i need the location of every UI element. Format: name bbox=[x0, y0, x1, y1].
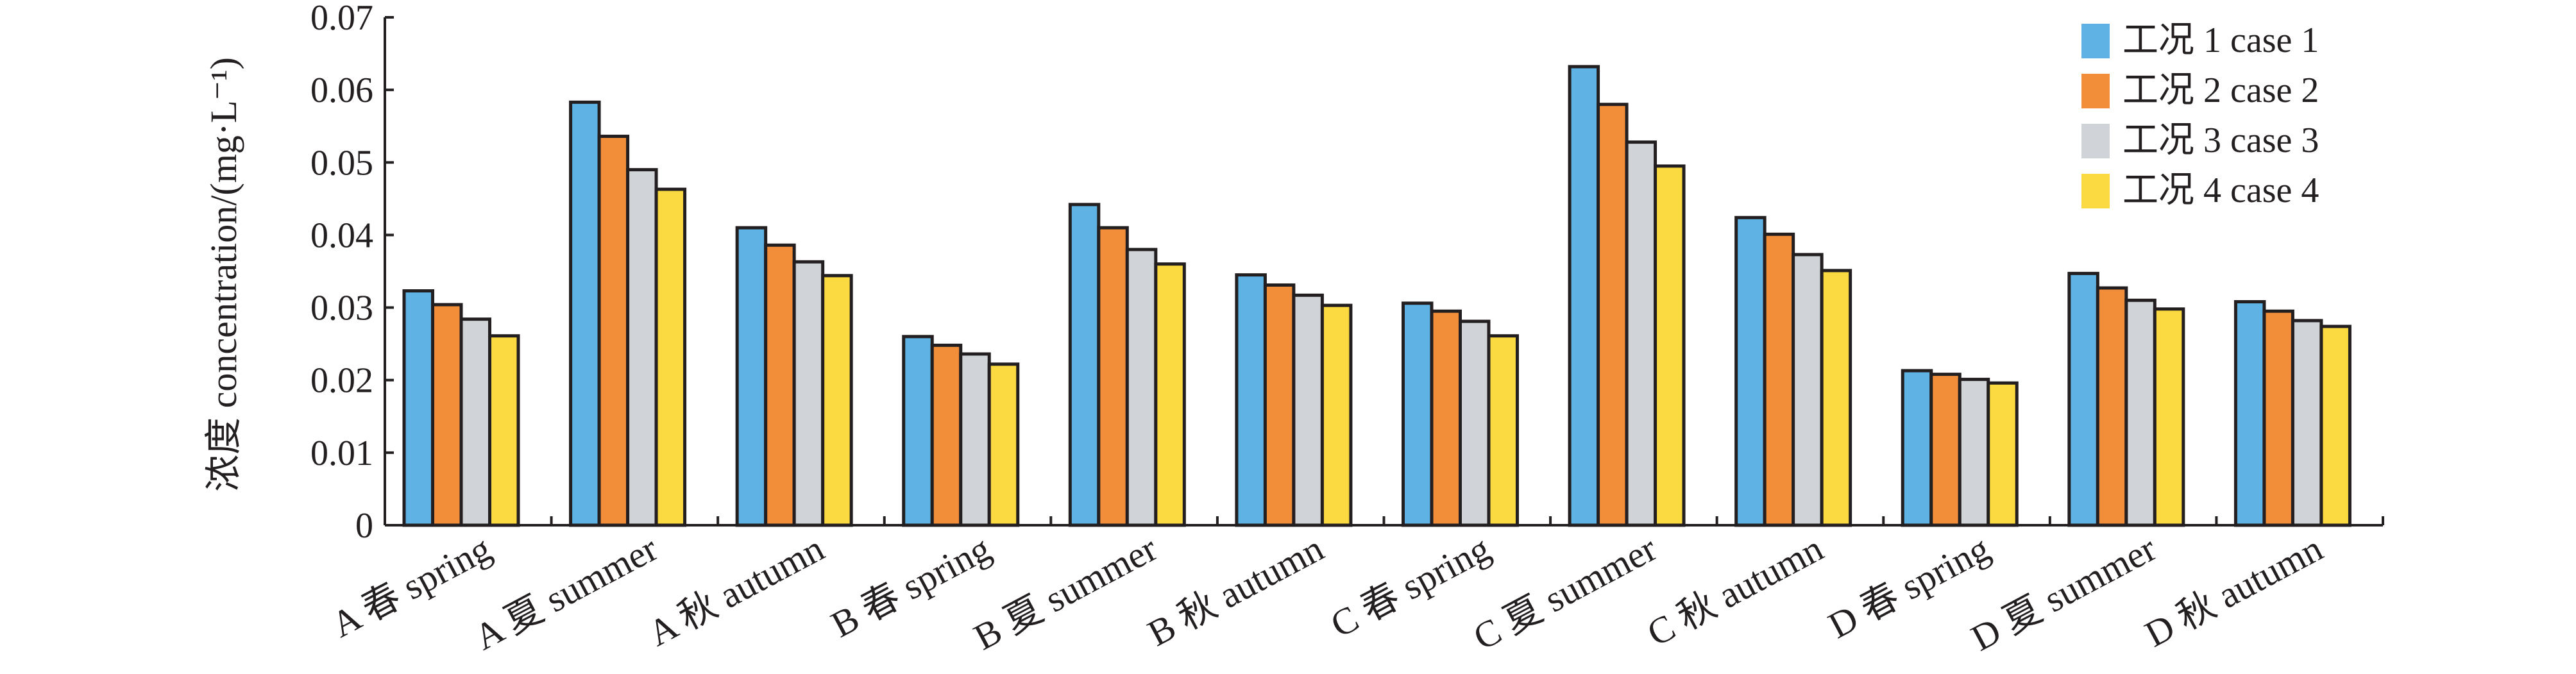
legend-label: 工况 2 case 2 bbox=[2123, 71, 2319, 110]
bar bbox=[2096, 286, 2128, 527]
bar bbox=[1235, 273, 1267, 527]
bar bbox=[431, 303, 463, 527]
bar bbox=[1154, 262, 1186, 527]
x-category-label: B 夏 summer bbox=[967, 527, 1164, 658]
bar bbox=[735, 226, 768, 527]
x-category-label: D 夏 summer bbox=[1964, 527, 2162, 659]
bar bbox=[1430, 309, 1462, 527]
x-category-label: D 秋 autumn bbox=[2138, 527, 2329, 655]
bar bbox=[488, 334, 520, 527]
legend-swatch bbox=[2081, 124, 2110, 158]
bar bbox=[902, 335, 934, 527]
y-tick-label: 0.07 bbox=[310, 0, 373, 38]
bar bbox=[2124, 298, 2157, 527]
y-axis: 0 0.01 0.02 0.03 0.04 0.05 0.06 0.07 bbox=[310, 0, 394, 546]
bar bbox=[597, 135, 630, 527]
bar bbox=[1068, 203, 1101, 527]
y-tick-label: 0.04 bbox=[310, 215, 373, 255]
legend-label: 工况 1 case 1 bbox=[2123, 21, 2319, 60]
legend-swatch bbox=[2081, 24, 2110, 58]
x-category-label: B 秋 autumn bbox=[1141, 527, 1330, 654]
bar bbox=[1597, 103, 1629, 527]
bar bbox=[2262, 309, 2294, 527]
bar bbox=[821, 274, 853, 527]
x-category-label: C 夏 summer bbox=[1467, 527, 1663, 658]
bar bbox=[1402, 301, 1434, 527]
y-axis-title: 浓度 concentration/(mg·L⁻¹) bbox=[203, 57, 244, 492]
legend-swatch bbox=[2081, 74, 2110, 108]
bar bbox=[2291, 319, 2323, 527]
bar bbox=[1929, 373, 1962, 527]
y-tick-label: 0 bbox=[355, 506, 373, 546]
bar bbox=[1792, 253, 1824, 527]
bar bbox=[764, 243, 796, 527]
bar bbox=[2319, 324, 2351, 527]
x-category-label: C 秋 autumn bbox=[1640, 527, 1829, 654]
bar bbox=[1625, 140, 1657, 527]
bar bbox=[1459, 319, 1491, 527]
y-tick-label: 0.06 bbox=[310, 71, 373, 110]
y-tick-label: 0.01 bbox=[310, 434, 373, 473]
bar bbox=[2067, 271, 2099, 527]
legend-label: 工况 3 case 3 bbox=[2123, 121, 2319, 160]
bar bbox=[1820, 269, 1852, 527]
bar bbox=[1734, 215, 1767, 527]
bar bbox=[569, 100, 601, 527]
bar bbox=[1487, 334, 1519, 527]
bar bbox=[1320, 303, 1353, 527]
bar bbox=[1987, 381, 2019, 527]
bar bbox=[2233, 300, 2266, 527]
x-category-label: A 秋 autumn bbox=[641, 527, 831, 654]
bar bbox=[1568, 65, 1600, 527]
bar bbox=[1263, 283, 1296, 527]
bar bbox=[2153, 307, 2185, 527]
y-tick-label: 0.02 bbox=[310, 361, 373, 401]
bar bbox=[1763, 232, 1795, 527]
bar bbox=[1125, 248, 1158, 527]
y-tick-label: 0.05 bbox=[310, 143, 373, 183]
bar bbox=[930, 343, 963, 527]
bar bbox=[626, 168, 658, 527]
legend-label: 工况 4 case 4 bbox=[2123, 171, 2319, 210]
legend: 工况 1 case 1 工况 2 case 2 工况 3 case 3 工况 4 ca… bbox=[2081, 21, 2319, 210]
bar bbox=[1958, 378, 1990, 527]
plot-area bbox=[402, 65, 2351, 527]
bar bbox=[459, 317, 491, 527]
bar bbox=[654, 187, 687, 527]
bar bbox=[1654, 164, 1686, 527]
bar bbox=[402, 289, 434, 527]
bar bbox=[792, 260, 825, 527]
bar bbox=[1097, 226, 1129, 527]
y-tick-label: 0.03 bbox=[310, 289, 373, 328]
bar bbox=[987, 362, 1020, 527]
legend-swatch bbox=[2081, 174, 2110, 208]
bar bbox=[1901, 369, 1933, 527]
bar bbox=[1292, 293, 1324, 527]
bar bbox=[959, 352, 991, 527]
x-category-label: A 夏 summer bbox=[468, 527, 664, 658]
